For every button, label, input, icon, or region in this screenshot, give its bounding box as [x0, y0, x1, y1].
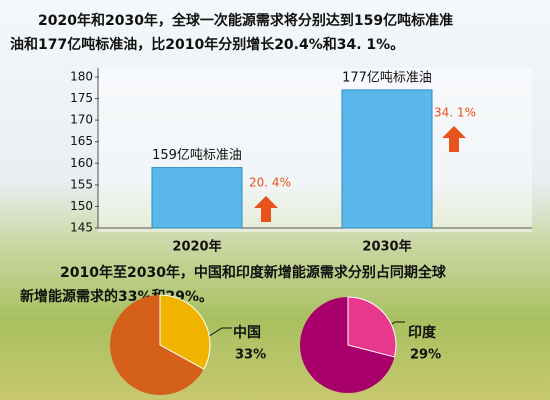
y-tick-label: 150 — [70, 199, 93, 213]
y-tick-label: 165 — [70, 134, 93, 148]
paragraph-line: 油和177亿吨标准油，比2010年分别增长20.4%和34. 1%。 — [10, 37, 405, 53]
y-tick-label: 180 — [70, 70, 93, 84]
pie-value-label: 29% — [410, 348, 441, 363]
paragraph-line: 2010年至2030年，中国和印度新增能源需求分别占同期全球 — [60, 265, 446, 281]
growth-label: 20. 4% — [249, 176, 291, 190]
y-tick-label: 155 — [70, 177, 93, 191]
growth-label: 34. 1% — [434, 106, 476, 120]
value-label: 177亿吨标准油 — [342, 70, 432, 85]
y-tick-label: 170 — [70, 113, 93, 127]
growth-arrow — [442, 126, 466, 152]
pie-value-label: 33% — [235, 348, 266, 363]
x-tick-label: 2030年 — [362, 239, 411, 255]
bar — [341, 89, 433, 229]
bar — [151, 167, 243, 229]
value-label: 159亿吨标准油 — [152, 148, 242, 163]
growth-arrow — [254, 196, 278, 222]
pie-label: 中国 — [233, 324, 261, 341]
pie-slice — [347, 296, 397, 358]
pie-slice — [159, 294, 211, 370]
x-tick-label: 2020年 — [172, 239, 221, 255]
y-tick-label: 145 — [70, 221, 93, 235]
y-tick-label: 175 — [70, 91, 93, 105]
paragraph-line: 2020年和2030年，全球一次能源需求将分别达到159亿吨标准准 — [38, 13, 454, 29]
y-tick-label: 160 — [70, 156, 93, 170]
pie-label: 印度 — [408, 324, 437, 341]
